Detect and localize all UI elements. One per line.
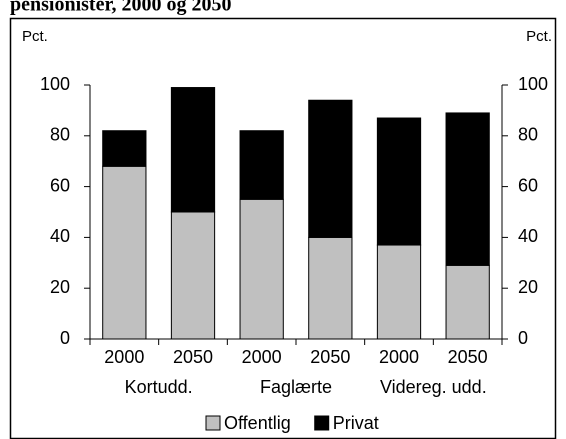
y2-tick-label: 100: [518, 74, 548, 94]
y2-tick-label: 20: [518, 277, 538, 297]
x-tick-label: 2050: [448, 347, 488, 367]
y2-tick-label: 0: [518, 328, 528, 348]
bar-segment: [445, 112, 490, 266]
y-unit-right: Pct.: [526, 28, 552, 45]
legend-label: Privat: [333, 413, 379, 433]
y-tick-label: 100: [40, 74, 70, 94]
x-tick-label: 2000: [242, 347, 282, 367]
group-label: Faglærte: [260, 377, 332, 397]
y-unit-left: Pct.: [22, 28, 48, 45]
x-tick-label: 2050: [173, 347, 213, 367]
bar-segment: [102, 130, 147, 167]
group-label: Kortudd.: [125, 377, 193, 397]
group-label: Videreg. udd.: [380, 377, 487, 397]
bar-segment: [376, 244, 422, 340]
legend-swatch: [205, 415, 221, 431]
bar-segment: [239, 198, 284, 340]
bar-segment: [170, 211, 216, 340]
y-tick-label: 80: [50, 125, 70, 145]
bar-segment: [170, 87, 216, 213]
y-tick-label: 60: [50, 175, 70, 195]
y2-tick-label: 60: [518, 175, 538, 195]
chart-title: pensionister, 2000 og 2050: [10, 0, 232, 16]
y2-tick-label: 40: [518, 226, 538, 246]
y-tick-label: 40: [50, 226, 70, 246]
bar-segment: [308, 236, 353, 340]
y2-tick-label: 80: [518, 125, 538, 145]
y-tick-label: 20: [50, 277, 70, 297]
x-tick-label: 2000: [104, 347, 144, 367]
bar-segment: [239, 130, 284, 200]
bar-segment: [308, 99, 353, 238]
legend-label: Offentlig: [224, 413, 291, 433]
bar-segment: [102, 165, 147, 340]
bar-segment: [376, 117, 422, 246]
bar-segment: [445, 264, 490, 340]
legend-swatch: [314, 415, 330, 431]
y-tick-label: 0: [60, 328, 70, 348]
x-tick-label: 2000: [379, 347, 419, 367]
x-tick-label: 2050: [310, 347, 350, 367]
